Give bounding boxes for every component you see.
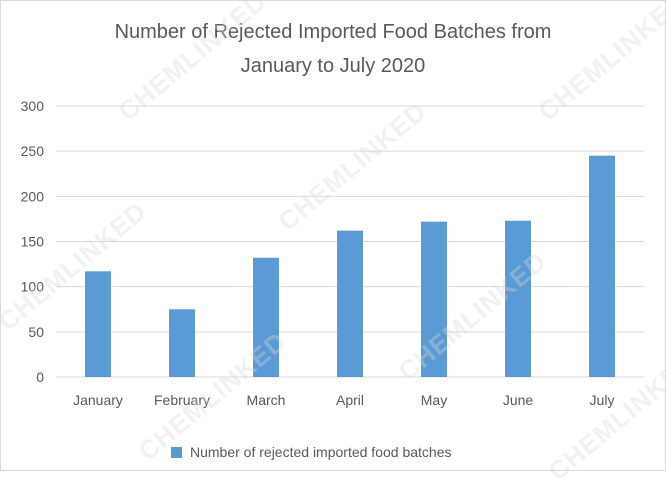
x-tick-label-january: January (73, 392, 123, 408)
x-tick-label-march: March (247, 392, 286, 408)
y-tick-label-50: 50 (28, 324, 44, 340)
legend-swatch (171, 446, 182, 458)
bar-july (589, 155, 615, 377)
chart-title-line-1: Number of Rejected Imported Food Batches… (114, 21, 552, 43)
y-tick-label-200: 200 (21, 188, 45, 204)
chart-title-line-2: January to July 2020 (240, 55, 426, 77)
legend-label: Number of rejected imported food batches (190, 444, 452, 460)
x-tick-label-february: February (154, 392, 210, 408)
y-tick-label-250: 250 (21, 143, 45, 159)
x-tick-label-june: June (503, 392, 534, 408)
y-tick-label-150: 150 (21, 234, 45, 250)
bar-january (85, 271, 111, 377)
bar-february (169, 309, 195, 377)
bar-chart: 0 50 100 150 200 250 300 January February March Ap… (21, 98, 644, 408)
x-tick-label-july: July (590, 392, 615, 408)
y-tick-label-0: 0 (36, 369, 44, 385)
legend: Number of rejected imported food batches (171, 444, 451, 460)
y-tick-label-100: 100 (21, 279, 45, 295)
bar-may (421, 221, 447, 377)
bar-march (253, 257, 279, 377)
bar-june (505, 220, 531, 377)
x-tick-label-april: April (336, 392, 364, 408)
x-tick-label-may: May (421, 392, 447, 408)
y-tick-label-300: 300 (21, 98, 45, 114)
bar-april (337, 230, 363, 377)
